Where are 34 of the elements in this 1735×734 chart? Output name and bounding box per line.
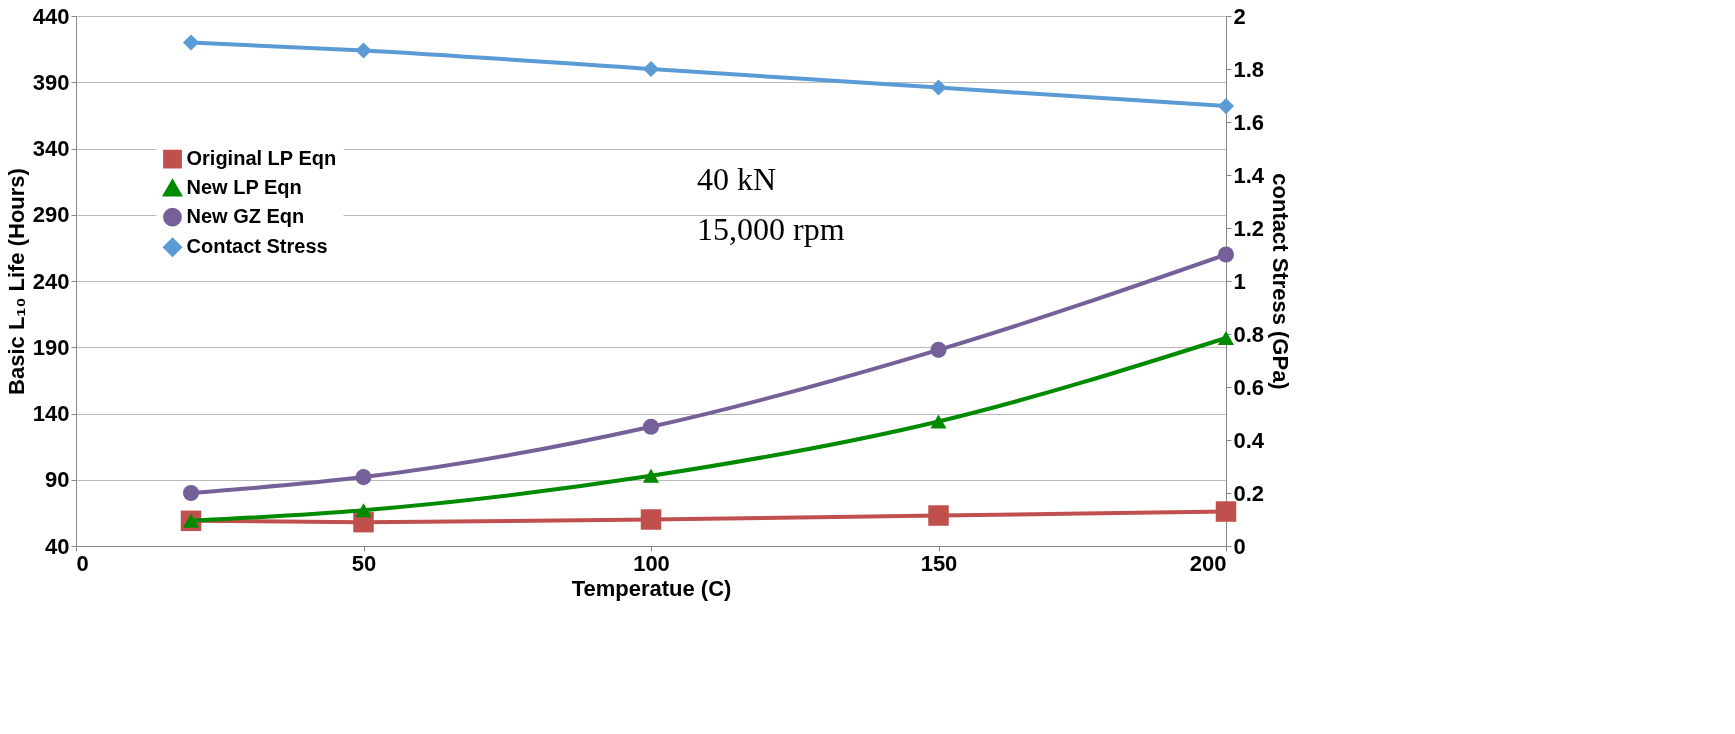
legend-label: New LP Eqn bbox=[186, 176, 302, 199]
y-tick-label: 440 bbox=[32, 3, 70, 29]
legend-label: Contact Stress bbox=[186, 235, 328, 258]
x-tick-label: 150 bbox=[920, 550, 958, 576]
y2-tick-label: 1.6 bbox=[1233, 109, 1265, 135]
y-tick-label: 290 bbox=[32, 202, 70, 228]
y-tick-label: 390 bbox=[32, 69, 70, 95]
y2-tick-label: 0.2 bbox=[1233, 480, 1265, 506]
y2-tick-label: 1.2 bbox=[1233, 215, 1265, 241]
annotation: 40 kN bbox=[697, 161, 777, 198]
y-tick-label: 140 bbox=[32, 401, 70, 426]
y2-tick-label: 0.8 bbox=[1233, 321, 1265, 347]
annotation: 15,000 rpm bbox=[697, 211, 845, 248]
y2-tick-label: 1.4 bbox=[1233, 162, 1265, 188]
y-tick-label: 240 bbox=[32, 268, 70, 294]
y2-tick-label: 2 bbox=[1233, 3, 1246, 29]
y2-tick-label: 1.8 bbox=[1233, 56, 1265, 82]
y2-axis-title: contact Stress (GPa) bbox=[1268, 173, 1294, 390]
y2-tick-label: 0 bbox=[1233, 533, 1246, 559]
y-axis-title: Basic L₁₀ Life (Hours) bbox=[3, 168, 29, 395]
legend-label: Original LP Eqn bbox=[186, 147, 337, 170]
y2-tick-label: 0.4 bbox=[1233, 427, 1265, 453]
y2-tick-label: 1 bbox=[1233, 268, 1246, 294]
x-axis-title: Temperatue (C) bbox=[571, 575, 732, 601]
y-tick-label: 190 bbox=[32, 334, 70, 360]
x-tick-label: 50 bbox=[351, 550, 377, 576]
x-tick-label: 200 bbox=[1189, 550, 1227, 576]
y-tick-label: 40 bbox=[45, 533, 70, 559]
y-tick-label: 340 bbox=[32, 136, 70, 161]
legend-label: New GZ Eqn bbox=[186, 205, 305, 228]
y-tick-label: 90 bbox=[45, 467, 70, 493]
y2-tick-label: 0.6 bbox=[1233, 374, 1265, 400]
x-tick-label: 0 bbox=[76, 550, 89, 576]
x-tick-label: 100 bbox=[633, 550, 670, 576]
